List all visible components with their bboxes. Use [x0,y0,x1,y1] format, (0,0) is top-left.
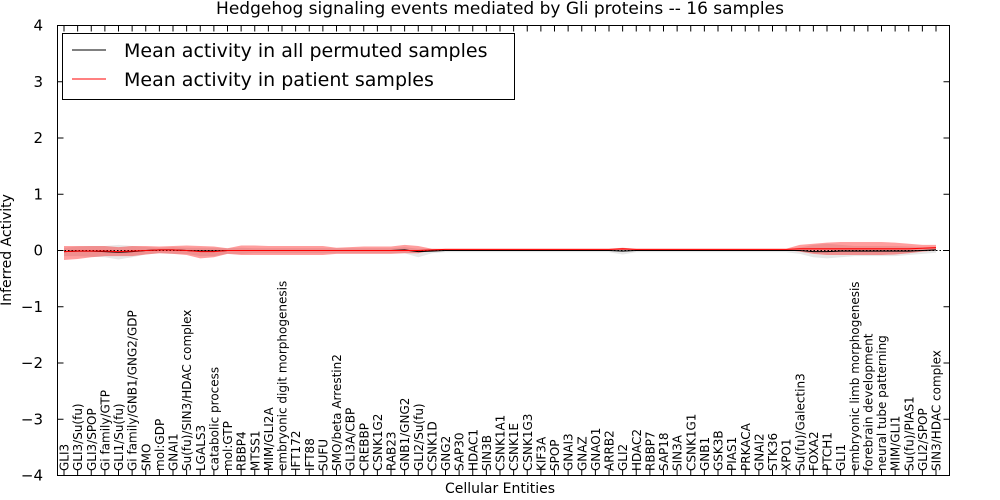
x-tick-label: CSNK1E [507,423,521,471]
x-tick-label: SUFU [316,439,330,471]
x-tick-label: CSNK1D [425,421,439,471]
y-tick-label: −4 [21,467,43,485]
x-tick-label: IFT172 [289,431,303,471]
x-tick-label: SIN3B [480,435,494,471]
x-tick-label: LGALS3 [194,425,208,471]
x-tick-label: Gi family/GNB1/GNG2/GDP [126,310,140,471]
x-tick-label: IFT88 [303,438,317,471]
x-tick-label: RAB23 [385,431,399,471]
x-tick-label: CSNK1G2 [371,414,385,471]
y-tick-label: 3 [33,73,43,91]
x-tick-label: GLI2/SPOP [916,408,930,471]
x-tick-label: GNAO1 [589,428,603,471]
x-tick-label: CREBBP [357,423,371,471]
x-tick-label: GLI3A/CBP [344,408,358,471]
x-tick-label: SIN3/HDAC complex [930,350,944,471]
series-line-patient [63,247,937,253]
y-axis: −4 −3 −2 −1 0 1 2 3 4 [21,17,950,485]
x-axis: GLI3 GLI3/Su(fu) GLI3/SPOP Gi family/GTP GLI… [58,25,944,476]
x-tick-label: GLI1/Su(fu) [112,403,126,471]
y-tick-label: 1 [33,185,43,203]
x-tick-label: PIAS1 [725,437,739,471]
x-tick-label: GLI2/Su(fu) [412,403,426,471]
x-tick-label: embryonic digit morphogenesis [276,281,290,471]
x-tick-label: FOXA2 [807,431,821,471]
x-tick-label: SAP30 [453,432,467,471]
x-tick-label: Gi family/GTP [98,390,112,471]
legend-label-permuted: Mean activity in all permuted samples [124,40,487,62]
y-tick-label: 2 [33,129,43,147]
x-tick-label: CSNK1A1 [494,415,508,471]
x-tick-label: GNB1 [698,437,712,471]
x-tick-label: HDAC1 [466,429,480,471]
x-tick-label: Su(fu)/Galectin3 [793,373,807,471]
x-tick-label: MIM/GLI2A [262,407,276,471]
x-axis-title: Cellular Entities [445,481,555,497]
x-tick-label: XPO1 [780,438,794,471]
x-tick-label: SMO [139,444,153,471]
x-tick-label: GNAZ [575,436,589,471]
legend-box [62,33,515,100]
band-permuted [64,243,936,260]
x-tick-label: SIN3A [671,434,685,471]
x-tick-label: ARRB2 [603,430,617,471]
x-tick-label: GNG2 [439,436,453,471]
x-tick-label: MIM/GLI1 [889,416,903,471]
x-tick-label: GNB1/GNG2 [398,398,412,471]
x-tick-label: neural tube patterning [875,335,889,471]
y-tick-label: −1 [21,298,43,316]
x-tick-label: mol:GTP [221,421,235,471]
y-tick-label: 4 [33,17,43,35]
x-tick-label: SPOP [548,439,562,471]
x-tick-label: GLI3/Su(fu) [71,403,85,471]
x-tick-label: MTSS1 [248,430,262,471]
x-tick-label: GLI1 [834,444,848,471]
x-tick-label: PTCH1 [821,432,835,471]
band-patient [64,242,936,261]
legend-label-patient: Mean activity in patient samples [124,69,434,91]
x-tick-label: HDAC2 [630,429,644,471]
x-tick-label: GNAI1 [167,433,181,471]
x-tick-label: CSNK1G1 [684,414,698,471]
x-tick-label: Su(fu)/SIN3/HDAC complex [180,310,194,471]
series-line-permuted [63,249,937,253]
legend: Mean activity in all permuted samples Me… [62,33,515,100]
x-tick-label: GSK3B [712,430,726,471]
bands-layer [64,242,936,261]
x-tick-label: GNAI2 [752,433,766,471]
chart-title: Hedgehog signaling events mediated by Gl… [216,0,784,19]
x-tick-label: GNAI3 [562,433,576,471]
x-tick-label: CSNK1G3 [521,414,535,471]
x-tick-label: Su(fu)/PIAS1 [902,396,916,471]
x-tick-label: STK36 [766,433,780,471]
x-tick-label: RBBP4 [235,431,249,471]
x-tick-label: catabolic process [207,367,221,471]
y-tick-label: −3 [21,410,43,428]
y-axis-title: Inferred Activity [0,194,15,306]
x-tick-label: KIF3A [534,436,548,471]
x-tick-label: SMO/beta Arrestin2 [330,354,344,471]
x-tick-label: GLI3/SPOP [85,408,99,471]
x-tick-label: PRKACA [739,422,753,471]
y-tick-label: 0 [33,242,43,260]
lines-layer [57,247,950,253]
x-tick-label: embryonic limb morphogenesis [848,281,862,471]
x-tick-label: GLI3 [58,444,72,471]
x-tick-label: mol:GDP [153,419,167,471]
x-tick-label: RBBP7 [643,431,657,471]
x-tick-label: GLI2 [616,444,630,471]
x-tick-label: SAP18 [657,432,671,471]
y-tick-label: −2 [21,354,43,372]
x-tick-label: forebrain development [861,333,875,471]
